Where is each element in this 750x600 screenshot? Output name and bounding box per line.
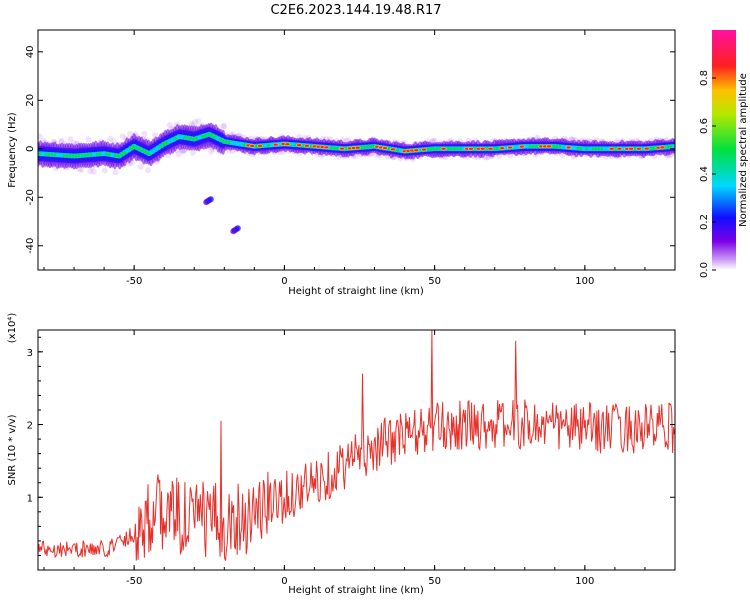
spectrogram-halo-cell — [188, 120, 195, 127]
spectrogram-red-cell — [546, 145, 552, 148]
spectrogram-y-axis-label: Frequency (Hz) — [7, 112, 18, 188]
spectrogram-halo-cell — [431, 137, 438, 144]
spectrogram-panel: -50 0 50 100 -40 -20 0 20 40 Height of straight … — [7, 29, 676, 297]
spectrogram-red-cell — [441, 147, 446, 150]
spectrogram-halo-cell — [107, 135, 114, 142]
spectrogram-y-tick-label: -40 — [25, 238, 36, 254]
spectrogram-halo-cell — [220, 123, 227, 130]
spectrogram-red-cell — [324, 146, 329, 149]
spectrogram-x-tick-label: 0 — [281, 276, 287, 287]
colorbar-ticks: 0.0 0.2 0.4 0.6 0.8 — [699, 70, 716, 278]
spectrogram-x-tick-label: -50 — [126, 276, 142, 287]
spectrogram-red-cell — [628, 147, 634, 150]
spectrogram-halo-cell — [112, 169, 119, 176]
spectrogram-x-axis-label: Height of straight line (km) — [288, 286, 424, 297]
spectrogram-red-cell — [390, 148, 396, 151]
spectrogram-red-cell — [304, 144, 310, 147]
spectrogram-red-cell — [644, 147, 649, 150]
spectrogram-halo-cell — [191, 119, 198, 126]
spectrogram-halo-cell — [85, 136, 92, 143]
spectrogram-red-cell — [488, 147, 493, 150]
snr-y-tick-label: 1 — [27, 493, 33, 504]
spectrogram-red-cell — [519, 145, 524, 148]
spectrogram-halo-cell — [38, 133, 43, 140]
spectrogram-x-tick-label: 50 — [428, 276, 441, 287]
chart-title: C2E6.2023.144.19.48.R17 — [270, 3, 441, 18]
snr-y-multiplier: (x10⁴) — [7, 313, 18, 344]
spectrogram-secondary-blob — [207, 196, 214, 203]
spectrogram-red-cell — [285, 143, 290, 146]
spectrogram-halo-cell — [67, 136, 74, 143]
colorbar-tick-label: 0.6 — [699, 118, 710, 134]
spectrogram-red-cell — [480, 147, 485, 150]
snr-series-line — [38, 330, 675, 561]
spectrogram-red-cell — [617, 147, 622, 150]
spectrogram-red-cell — [609, 147, 614, 150]
colorbar-label: Normalized spectral amplitude — [738, 73, 749, 227]
snr-x-axis-label: Height of straight line (km) — [288, 585, 424, 596]
spectrogram-halo-cell — [208, 148, 215, 155]
spectrogram-red-cell — [507, 146, 513, 149]
spectrogram-red-cell — [660, 146, 665, 149]
snr-y-axis-label: SNR (10 * v/v) — [7, 414, 18, 485]
spectrogram-halo-cell — [220, 123, 227, 130]
snr-y-tick-label: 3 — [27, 348, 33, 359]
spectrogram-red-cell — [355, 146, 360, 149]
colorbar: 0.0 0.2 0.4 0.6 0.8 Normalized spectral ampl… — [699, 30, 749, 278]
colorbar-gradient — [712, 30, 736, 270]
spectrogram-red-cell — [296, 144, 302, 147]
spectrogram-heatmap — [38, 118, 675, 235]
spectrogram-y-tick-label: 20 — [25, 94, 36, 107]
spectrogram-y-tick-label: 40 — [25, 45, 36, 58]
snr-x-tick-label: 0 — [281, 576, 287, 587]
colorbar-tick-label: 0.2 — [699, 214, 710, 230]
spectrogram-halo-cell — [152, 132, 159, 139]
spectrogram-halo-cell — [90, 168, 97, 175]
spectrogram-halo-cell — [190, 150, 197, 157]
spectrogram-halo-cell — [559, 152, 566, 159]
colorbar-tick-label: 0.8 — [699, 70, 710, 86]
spectrogram-red-cell — [250, 144, 255, 148]
snr-panel: -50 0 50 100 1 2 3 Height of straight line (km… — [7, 313, 676, 596]
spectrogram-red-cell — [500, 147, 505, 150]
spectrogram-y-tick-label: -20 — [25, 189, 36, 205]
spectrogram-halo-cell — [101, 167, 108, 174]
spectrogram-halo-cell — [137, 163, 144, 170]
spectrogram-halo-cell — [179, 148, 186, 155]
snr-x-tick-label: 100 — [575, 576, 594, 587]
snr-x-tick-label: 50 — [428, 576, 441, 587]
spectrogram-red-cell — [636, 147, 642, 150]
spectrogram-halo-cell — [78, 166, 85, 173]
colorbar-tick-label: 0.4 — [699, 166, 710, 182]
spectrogram-halo-cell — [58, 137, 65, 144]
spectrogram-halo-cell — [87, 168, 94, 175]
spectrogram-red-cell — [566, 146, 571, 149]
spectrogram-ticks: -50 0 50 100 -40 -20 0 20 40 — [25, 30, 676, 287]
spectrogram-red-cell — [273, 143, 278, 146]
spectrogram-halo-cell — [141, 130, 148, 137]
spectrogram-red-cell — [468, 147, 474, 150]
spectrogram-red-cell — [382, 146, 388, 150]
spectrogram-halo-cell — [144, 167, 151, 174]
spectrogram-halo-cell — [195, 118, 202, 125]
spectrogram-red-cell — [421, 148, 427, 151]
spectrogram-halo-cell — [126, 130, 133, 137]
spectrogram-red-cell — [414, 149, 419, 152]
spectrogram-halo-cell — [166, 121, 173, 128]
snr-x-tick-label: -50 — [126, 576, 142, 587]
spectrogram-y-tick-label: 0 — [25, 146, 36, 152]
spectrogram-halo-cell — [175, 151, 182, 158]
snr-y-tick-label: 2 — [27, 421, 33, 432]
spectrogram-cyan-cell — [672, 143, 675, 149]
spectrogram-halo-cell — [119, 133, 126, 140]
snr-ticks: -50 0 50 100 1 2 3 — [27, 330, 676, 587]
spectrogram-x-tick-label: 100 — [575, 276, 594, 287]
spectrogram-red-cell — [257, 144, 263, 148]
colorbar-tick-label: 0.0 — [699, 262, 710, 278]
spectrogram-secondary-blob — [234, 225, 241, 232]
spectrogram-red-cell — [339, 147, 345, 150]
